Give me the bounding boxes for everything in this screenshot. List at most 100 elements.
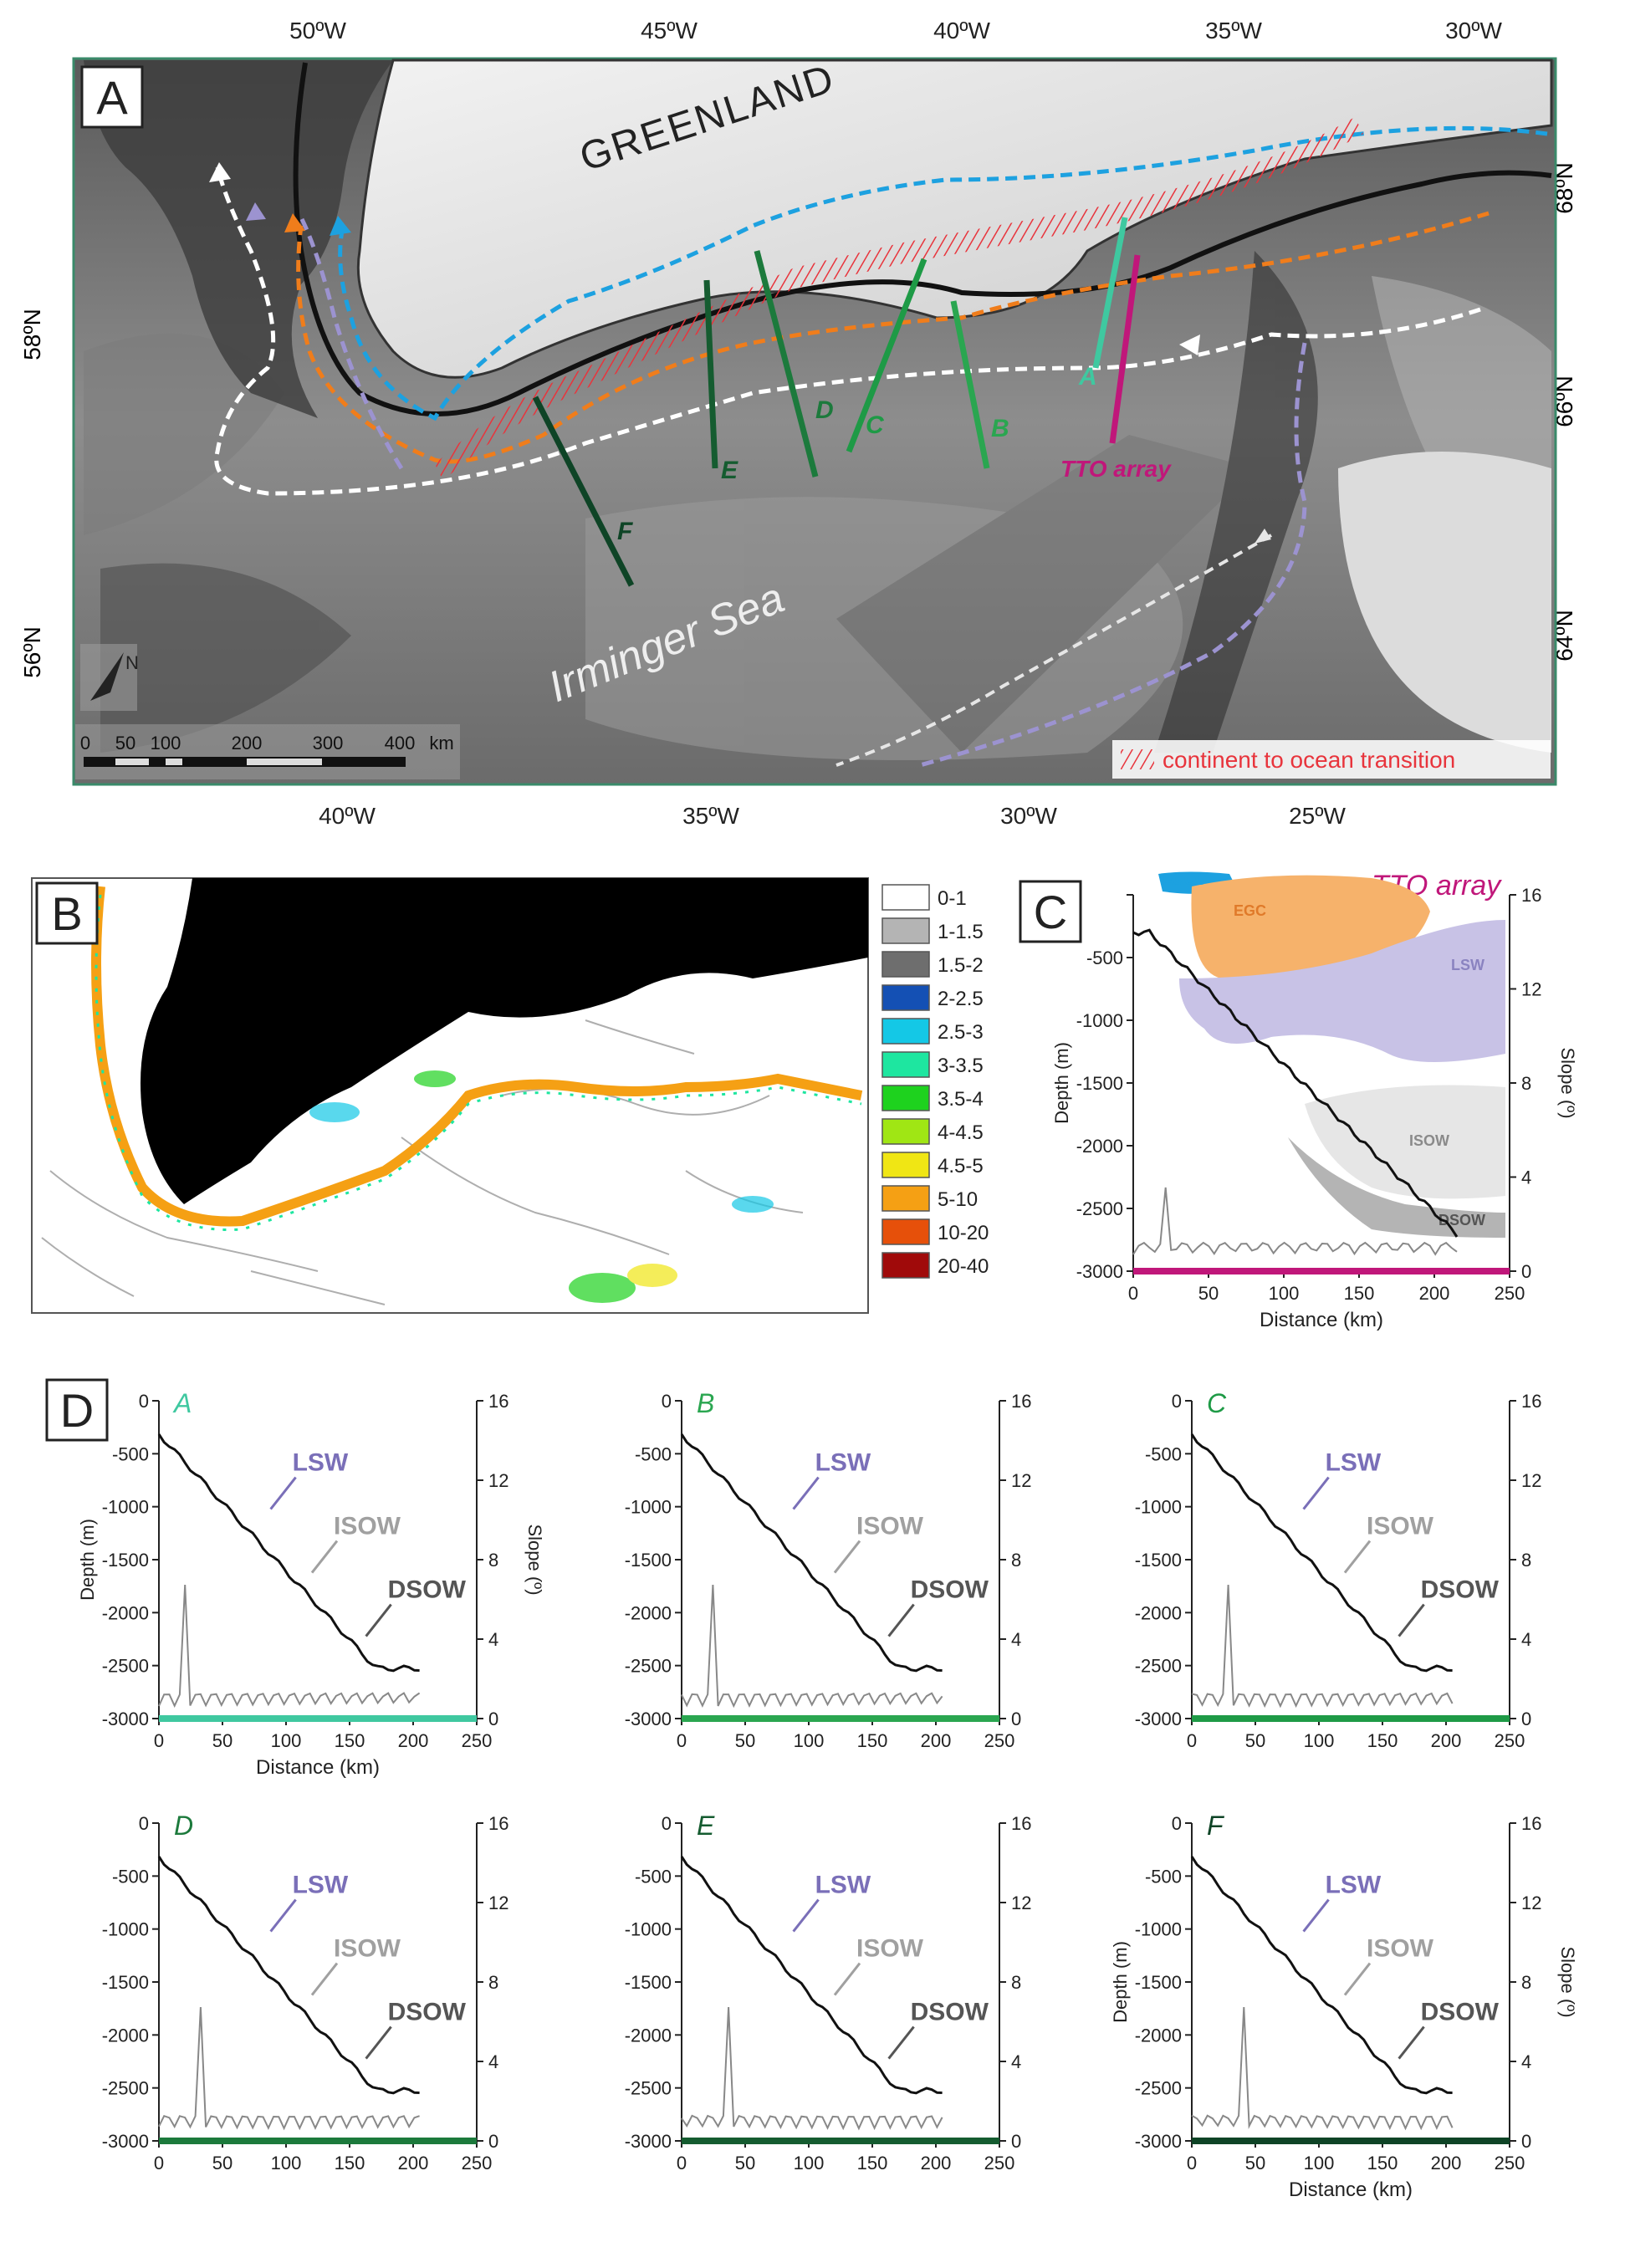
lat-label: 58ºN bbox=[19, 309, 45, 360]
water-mass-arrow bbox=[1343, 1540, 1372, 1574]
water-mass-arrow bbox=[833, 1962, 861, 1996]
legend-label: 4-4.5 bbox=[938, 1121, 984, 1144]
y-tick-label: 0 bbox=[139, 1813, 149, 1834]
water-mass-label: EGC bbox=[1234, 902, 1266, 919]
water-mass-arrow bbox=[365, 1603, 392, 1637]
x-tick-label: 250 bbox=[984, 2153, 1015, 2174]
x-tick-label: 200 bbox=[1419, 1283, 1450, 1304]
y-tick-label: -3000 bbox=[102, 1709, 149, 1729]
water-mass-arrow bbox=[1302, 1476, 1330, 1510]
arrow-lavender bbox=[246, 202, 266, 221]
legend-swatch bbox=[881, 1218, 930, 1245]
profile-name: F bbox=[1207, 1811, 1225, 1841]
x-tick-label: 50 bbox=[1245, 2153, 1265, 2174]
y-tick-label: -2500 bbox=[1135, 2078, 1182, 2099]
panel-letter-a: A bbox=[96, 71, 128, 124]
legend-swatch bbox=[881, 1085, 930, 1111]
arrow-orange bbox=[284, 213, 305, 232]
x-tick-label: 200 bbox=[1431, 2153, 1462, 2174]
y2-tick-label: 12 bbox=[1521, 1470, 1541, 1491]
y-tick-label: -2000 bbox=[102, 1602, 149, 1623]
legend-swatch bbox=[881, 1051, 930, 1078]
x-tick-label: 50 bbox=[1198, 1283, 1219, 1304]
lsw-blob bbox=[1179, 920, 1505, 1062]
y2-tick-label: 8 bbox=[1011, 1972, 1021, 1993]
lat-label: 56ºN bbox=[19, 626, 45, 678]
y-tick-label: -500 bbox=[635, 1866, 672, 1887]
y-tick-label: -500 bbox=[1145, 1866, 1182, 1887]
y-axis-label: Depth (m) bbox=[1051, 1042, 1072, 1124]
y2-tick-label: 16 bbox=[1521, 1813, 1541, 1834]
x-tick-label: 100 bbox=[271, 2153, 302, 2174]
x-tick-label: 0 bbox=[154, 1730, 164, 1751]
bottom-longitude-labels: 40ºW 35ºW 30ºW 25ºW bbox=[319, 803, 1346, 829]
y-tick-label: -500 bbox=[1145, 1443, 1182, 1464]
y2-tick-label: 8 bbox=[488, 1550, 498, 1571]
panel-letter-box bbox=[80, 65, 144, 129]
legend-label: 5-10 bbox=[938, 1188, 978, 1211]
lon-label: 50ºW bbox=[289, 18, 346, 43]
y-tick-label: -3000 bbox=[102, 2131, 149, 2152]
y2-tick-label: 0 bbox=[488, 2131, 498, 2152]
depth-profile bbox=[680, 1856, 943, 2095]
section-line-a bbox=[1092, 217, 1128, 369]
y-tick-label: -1000 bbox=[625, 1497, 672, 1518]
x-tick-label: 250 bbox=[462, 2153, 493, 2174]
water-mass-labels: EGCC EGC LSW ISOW DSOW bbox=[1163, 871, 1485, 1228]
water-mass-label: ISOW bbox=[856, 1935, 924, 1963]
section-line-d bbox=[754, 250, 819, 478]
y-tick-label: -2000 bbox=[1076, 1136, 1123, 1157]
section-label-a: A bbox=[1078, 363, 1097, 391]
water-mass-label: DSOW bbox=[1421, 1999, 1500, 2026]
section-label-f: F bbox=[617, 518, 633, 545]
legend-label: 20-40 bbox=[938, 1255, 989, 1278]
x-tick-label: 50 bbox=[212, 2153, 233, 2174]
slope-profile bbox=[681, 1584, 943, 1709]
y2-tick-label: 0 bbox=[1521, 1261, 1531, 1282]
y2-tick-label: 4 bbox=[1521, 2051, 1531, 2072]
x-axis-label: Distance (km) bbox=[256, 1756, 380, 1779]
x-tick-label: 50 bbox=[212, 1730, 233, 1751]
water-mass-arrow bbox=[269, 1476, 297, 1510]
x-tick-label: 150 bbox=[857, 1730, 888, 1751]
depth-profile bbox=[680, 1433, 943, 1673]
y-tick-label: -2500 bbox=[1135, 1656, 1182, 1677]
y-tick-label: -2500 bbox=[1076, 1198, 1123, 1219]
legend-swatch bbox=[881, 1252, 930, 1279]
profile-charts: 0 -500 -1000 -1500 -2000 -2500 -3000 16 12 8 4 0 0 50… bbox=[77, 1388, 1578, 2201]
shelf-west bbox=[84, 60, 393, 418]
x-tick-label: 0 bbox=[1128, 1283, 1138, 1304]
water-mass-label: ISOW bbox=[1409, 1132, 1449, 1149]
y2-tick-label: 4 bbox=[1011, 2051, 1021, 2072]
x-tick-label: 0 bbox=[154, 2153, 164, 2174]
legend-swatch bbox=[881, 1185, 930, 1212]
y2-tick-label: 0 bbox=[1011, 2131, 1021, 2152]
y-tick-label: -3000 bbox=[1135, 1709, 1182, 1729]
water-mass-arrow bbox=[310, 1540, 339, 1574]
water-mass-label: EGCC bbox=[1163, 871, 1206, 888]
y2-tick-label: 0 bbox=[1011, 1709, 1021, 1729]
tto-array-label: TTO array bbox=[1060, 456, 1172, 482]
y-tick-label: -2000 bbox=[102, 2025, 149, 2046]
depth-profile bbox=[1190, 1856, 1453, 2095]
x-tick-label: 100 bbox=[794, 2153, 825, 2174]
x-tick-label: 150 bbox=[1367, 1730, 1398, 1751]
water-mass-arrow bbox=[365, 2025, 392, 2060]
x-tick-label: 0 bbox=[677, 2153, 687, 2174]
slope-profile bbox=[158, 2006, 420, 2131]
water-mass-arrow bbox=[833, 1540, 861, 1574]
lon-label: 30ºW bbox=[1445, 18, 1502, 43]
x-tick-label: 0 bbox=[1187, 1730, 1197, 1751]
y2-tick-label: 16 bbox=[488, 1813, 508, 1834]
x-tick-label: 250 bbox=[1495, 1730, 1525, 1751]
y-tick-label: -1000 bbox=[625, 1919, 672, 1940]
y2-tick-label: 16 bbox=[488, 1391, 508, 1412]
y-tick-label: -1000 bbox=[102, 1497, 149, 1518]
y-tick-label: -3000 bbox=[625, 1709, 672, 1729]
x-tick-label: 150 bbox=[1367, 2153, 1398, 2174]
water-mass-arrow bbox=[1398, 2025, 1425, 2060]
y2-tick-label: 8 bbox=[1521, 1550, 1531, 1571]
tto-array-line bbox=[1109, 254, 1141, 444]
scale-label: 300 bbox=[313, 733, 344, 753]
